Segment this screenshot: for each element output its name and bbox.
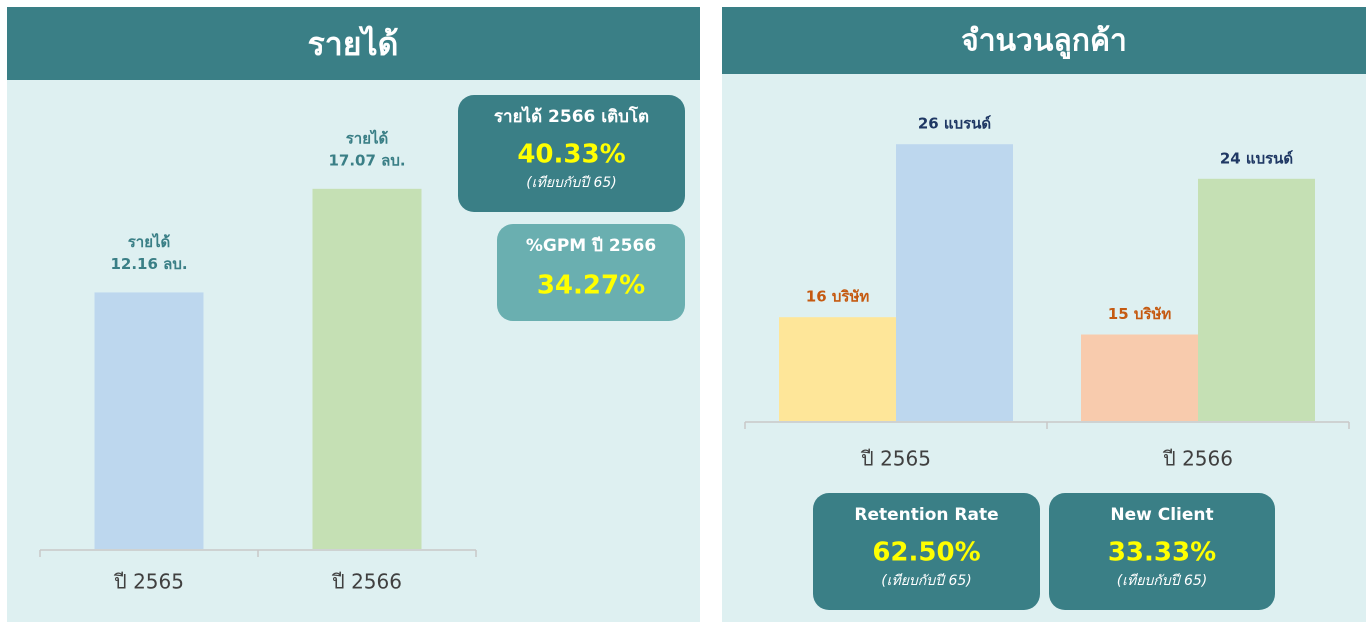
data-label: 16 บริษัท (806, 288, 870, 306)
panel-title: รายได้ (308, 25, 399, 63)
panel-header (7, 7, 700, 80)
bar (1198, 178, 1315, 421)
kpi-value: 40.33% (517, 140, 625, 170)
bar-series-label: รายได้ (128, 232, 171, 251)
bar (94, 292, 204, 549)
bar (1081, 334, 1198, 421)
kpi-value: 34.27% (537, 271, 645, 301)
kpi-title: Retention Rate (854, 505, 998, 525)
kpi-card (813, 493, 1040, 610)
panel-title: จำนวนลูกค้า (961, 24, 1127, 60)
panel-header (722, 7, 1366, 74)
x-tick-label: ปี 2565 (114, 570, 184, 594)
data-label: 24 แบรนด์ (1220, 149, 1293, 167)
data-label: 17.07 ลบ. (328, 151, 405, 169)
kpi-title: รายได้ 2566 เติบโต (494, 106, 649, 127)
kpi-value: 33.33% (1108, 538, 1216, 568)
bar (312, 188, 422, 549)
data-label: 15 บริษัท (1108, 305, 1172, 323)
kpi-note: (เทียบกับปี 65) (526, 175, 617, 191)
kpi-note: (เทียบกับปี 65) (1117, 573, 1208, 589)
x-tick-label: ปี 2566 (332, 570, 402, 594)
kpi-note: (เทียบกับปี 65) (881, 573, 972, 589)
data-label: 12.16 ลบ. (110, 255, 187, 273)
kpi-card (497, 224, 685, 321)
kpi-card (458, 95, 685, 212)
x-tick-label: ปี 2565 (861, 447, 931, 471)
bar-series-label: รายได้ (346, 128, 389, 147)
bar (779, 317, 896, 421)
kpi-card (1049, 493, 1275, 610)
kpi-value: 62.50% (872, 538, 980, 568)
kpi-title: New Client (1110, 505, 1213, 525)
data-label: 26 แบรนด์ (918, 115, 991, 133)
bar (896, 144, 1013, 421)
kpi-title: %GPM ปี 2566 (526, 235, 656, 256)
x-tick-label: ปี 2566 (1163, 447, 1233, 471)
